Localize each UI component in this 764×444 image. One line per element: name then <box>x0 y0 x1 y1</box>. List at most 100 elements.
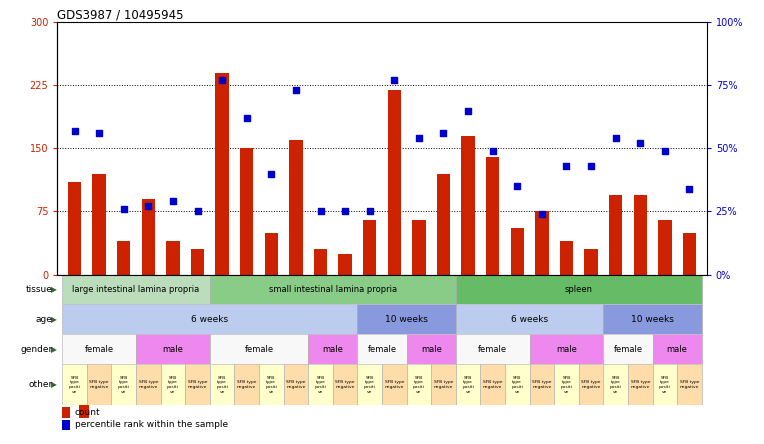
Point <box>192 208 204 215</box>
Text: SFB
type
positi
ve: SFB type positi ve <box>561 376 572 394</box>
Text: ▶: ▶ <box>50 285 57 294</box>
Bar <box>92 174 106 274</box>
Text: SFB
type
positi
ve: SFB type positi ve <box>364 376 376 394</box>
Text: 10 weeks: 10 weeks <box>631 315 674 324</box>
Text: SFB
type
positi
ve: SFB type positi ve <box>265 376 277 394</box>
Point <box>339 208 351 215</box>
Point <box>536 210 548 218</box>
Point <box>216 77 228 84</box>
Bar <box>210 334 308 364</box>
Bar <box>358 305 456 334</box>
Bar <box>235 364 259 405</box>
Text: male: male <box>322 345 343 354</box>
Bar <box>683 233 696 274</box>
Bar <box>141 199 155 274</box>
Bar <box>554 364 579 405</box>
Bar <box>333 364 358 405</box>
Bar <box>604 305 702 334</box>
Text: SFB type
negative: SFB type negative <box>483 381 503 389</box>
Point <box>167 198 179 205</box>
Bar <box>308 334 358 364</box>
Text: ▶: ▶ <box>50 345 57 354</box>
Text: ▶: ▶ <box>50 315 57 324</box>
Text: SFB type
negative: SFB type negative <box>434 381 453 389</box>
Bar <box>117 241 131 274</box>
Text: SFB
type
positi
ve: SFB type positi ve <box>315 376 326 394</box>
Bar <box>579 364 604 405</box>
Text: 6 weeks: 6 weeks <box>511 315 548 324</box>
Bar <box>136 334 210 364</box>
Text: SFB
type
positi
ve: SFB type positi ve <box>462 376 474 394</box>
Point <box>487 147 499 155</box>
Point <box>462 107 474 114</box>
Text: spleen: spleen <box>565 285 593 294</box>
Text: SFB type
negative: SFB type negative <box>286 381 306 389</box>
Point <box>610 135 622 142</box>
Bar <box>185 364 210 405</box>
Bar <box>112 364 136 405</box>
Point <box>511 182 523 190</box>
Text: SFB
type
positi
ve: SFB type positi ve <box>610 376 622 394</box>
Bar <box>210 274 456 305</box>
Bar <box>289 140 303 274</box>
Point <box>69 127 81 134</box>
Point <box>634 140 646 147</box>
Bar <box>604 334 652 364</box>
Bar <box>358 364 382 405</box>
Bar <box>652 334 702 364</box>
Bar <box>456 364 481 405</box>
Text: SFB
type
positi
ve: SFB type positi ve <box>413 376 425 394</box>
Text: gender: gender <box>21 345 53 354</box>
Bar <box>560 241 573 274</box>
Bar <box>79 405 89 418</box>
Bar <box>505 364 529 405</box>
Bar <box>87 364 112 405</box>
Bar <box>62 420 70 430</box>
Bar <box>431 364 456 405</box>
Text: 6 weeks: 6 weeks <box>191 315 228 324</box>
Bar <box>406 334 456 364</box>
Bar <box>160 364 185 405</box>
Text: female: female <box>85 345 114 354</box>
Bar <box>62 364 87 405</box>
Bar <box>412 220 426 274</box>
Text: SFB
type
positi
ve: SFB type positi ve <box>659 376 671 394</box>
Bar <box>584 250 598 274</box>
Text: SFB type
negative: SFB type negative <box>188 381 207 389</box>
Bar <box>62 334 136 364</box>
Bar <box>609 194 623 274</box>
Bar <box>62 305 358 334</box>
Text: SFB type
negative: SFB type negative <box>384 381 404 389</box>
Text: female: female <box>478 345 507 354</box>
Text: male: male <box>556 345 577 354</box>
Text: female: female <box>244 345 274 354</box>
Text: age: age <box>36 315 53 324</box>
Bar <box>136 364 160 405</box>
Text: SFB
type
positi
ve: SFB type positi ve <box>511 376 523 394</box>
Bar <box>210 364 235 405</box>
Text: GDS3987 / 10495945: GDS3987 / 10495945 <box>57 8 184 21</box>
Text: SFB type
negative: SFB type negative <box>89 381 108 389</box>
Text: 10 weeks: 10 weeks <box>385 315 428 324</box>
Text: other: other <box>28 380 53 389</box>
Text: SFB
type
positi
ve: SFB type positi ve <box>118 376 130 394</box>
Bar <box>191 250 204 274</box>
Point <box>265 170 277 177</box>
Bar <box>604 364 628 405</box>
Bar <box>461 136 475 274</box>
Bar <box>437 174 450 274</box>
Text: SFB type
negative: SFB type negative <box>581 381 601 389</box>
Text: ▶: ▶ <box>50 380 57 389</box>
Bar <box>529 364 554 405</box>
Point <box>683 185 695 192</box>
Point <box>315 208 327 215</box>
Bar <box>314 250 327 274</box>
Text: SFB type
negative: SFB type negative <box>335 381 354 389</box>
Bar <box>633 194 647 274</box>
Text: female: female <box>367 345 397 354</box>
Text: male: male <box>421 345 442 354</box>
Bar <box>456 334 529 364</box>
Text: SFB type
negative: SFB type negative <box>237 381 257 389</box>
Point <box>585 163 597 170</box>
Bar <box>358 334 406 364</box>
